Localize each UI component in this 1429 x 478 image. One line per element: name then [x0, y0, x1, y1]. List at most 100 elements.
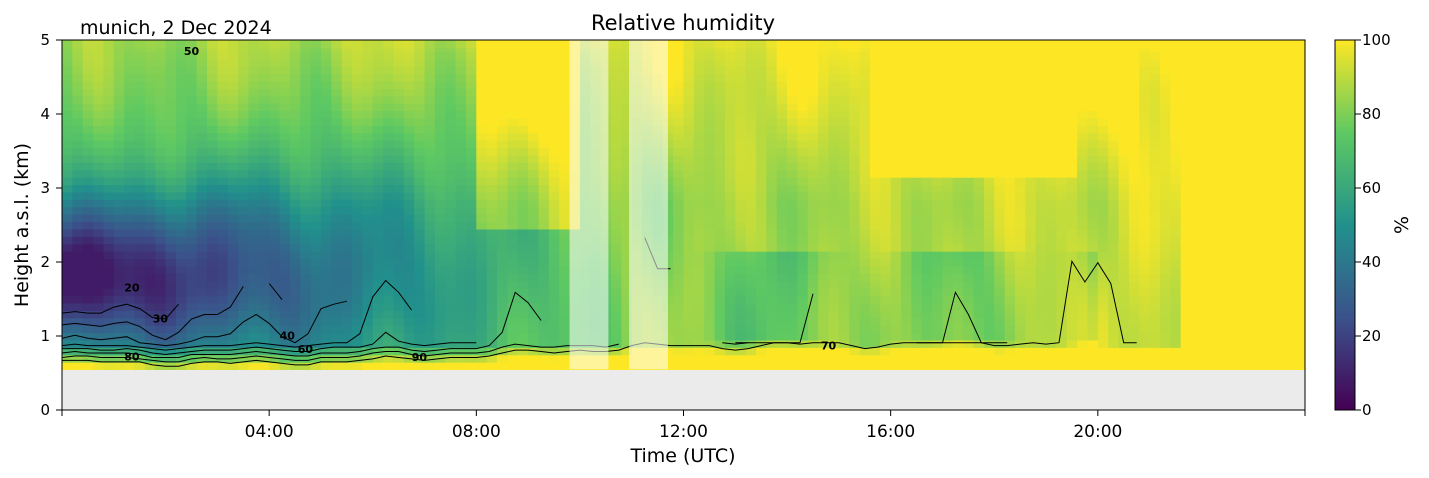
field-cell	[341, 110, 353, 119]
field-cell	[175, 265, 188, 274]
field-cell	[331, 88, 343, 97]
field-cell	[1139, 110, 1151, 119]
field-cell	[1149, 236, 1161, 245]
field-cell	[434, 295, 447, 304]
field-cell	[1046, 176, 1058, 186]
field-cell	[1066, 51, 1078, 60]
field-cell	[103, 354, 115, 363]
field-cell	[383, 354, 395, 363]
field-cell	[1180, 169, 1192, 178]
field-cell	[704, 58, 716, 67]
field-cell	[704, 73, 716, 82]
field-cell	[994, 287, 1006, 297]
field-cell	[952, 347, 964, 356]
field-cell	[1004, 51, 1016, 60]
field-cell	[548, 339, 560, 348]
field-cell	[952, 250, 964, 260]
field-cell	[704, 117, 716, 126]
field-cell	[1128, 324, 1141, 334]
field-cell	[196, 295, 208, 304]
field-cell	[362, 361, 374, 370]
field-cell	[289, 236, 302, 245]
field-cell	[497, 139, 509, 149]
field-cell	[1149, 40, 1161, 49]
field-cell	[1201, 88, 1213, 97]
field-cell	[673, 243, 685, 252]
field-cell	[994, 117, 1006, 126]
field-cell	[113, 354, 125, 363]
field-cell	[538, 110, 550, 119]
field-cell	[994, 147, 1006, 156]
field-cell	[745, 265, 757, 274]
field-cell	[486, 125, 498, 134]
field-cell	[890, 191, 902, 200]
field-cell	[393, 236, 405, 245]
field-cell	[62, 73, 74, 82]
field-cell	[248, 154, 260, 163]
field-cell	[921, 40, 933, 49]
field-cell	[497, 73, 509, 82]
field-cell	[1191, 265, 1203, 274]
field-cell	[911, 361, 923, 370]
field-cell	[175, 347, 188, 356]
field-cell	[693, 250, 706, 260]
field-cell	[1046, 250, 1058, 260]
field-cell	[1035, 206, 1047, 215]
field-cell	[269, 221, 281, 230]
field-cell	[1128, 147, 1141, 156]
field-cell	[766, 176, 778, 186]
field-cell	[932, 317, 944, 326]
field-cell	[693, 162, 706, 171]
field-cell	[704, 206, 716, 215]
field-cell	[911, 310, 923, 319]
field-cell	[828, 361, 840, 370]
field-cell	[103, 80, 115, 89]
field-cell	[279, 287, 291, 297]
field-cell	[673, 110, 685, 119]
field-cell	[890, 347, 902, 356]
field-cell	[683, 58, 695, 67]
field-cell	[704, 154, 716, 163]
field-cell	[756, 132, 768, 141]
field-cell	[248, 199, 260, 208]
field-cell	[838, 162, 851, 171]
field-cell	[983, 199, 996, 208]
field-cell	[248, 302, 260, 311]
field-cell	[217, 80, 229, 89]
field-cell	[269, 228, 281, 237]
field-cell	[621, 310, 633, 319]
field-cell	[320, 228, 333, 237]
field-cell	[72, 273, 84, 282]
field-cell	[227, 236, 239, 245]
field-cell	[227, 199, 239, 208]
field-cell	[818, 221, 830, 230]
field-cell	[269, 169, 281, 178]
field-cell	[1087, 302, 1099, 311]
field-cell	[1108, 73, 1120, 82]
field-cell	[662, 302, 674, 311]
field-cell	[818, 147, 830, 156]
field-cell	[787, 273, 799, 282]
field-cell	[859, 361, 871, 370]
field-cell	[258, 80, 270, 89]
field-cell	[714, 125, 726, 134]
field-cell	[93, 154, 105, 163]
field-cell	[341, 169, 353, 178]
field-cell	[973, 125, 985, 134]
field-cell	[1118, 154, 1130, 163]
field-cell	[538, 139, 550, 149]
field-cell	[269, 361, 281, 370]
field-cell	[82, 132, 94, 141]
field-cell	[352, 125, 364, 134]
field-cell	[911, 287, 923, 297]
field-cell	[1170, 265, 1182, 274]
field-cell	[227, 280, 239, 289]
field-cell	[1191, 73, 1203, 82]
field-cell	[942, 354, 954, 363]
field-cell	[238, 243, 250, 252]
field-cell	[93, 88, 105, 97]
field-cell	[269, 51, 281, 60]
field-cell	[1035, 287, 1047, 297]
field-cell	[383, 102, 395, 112]
